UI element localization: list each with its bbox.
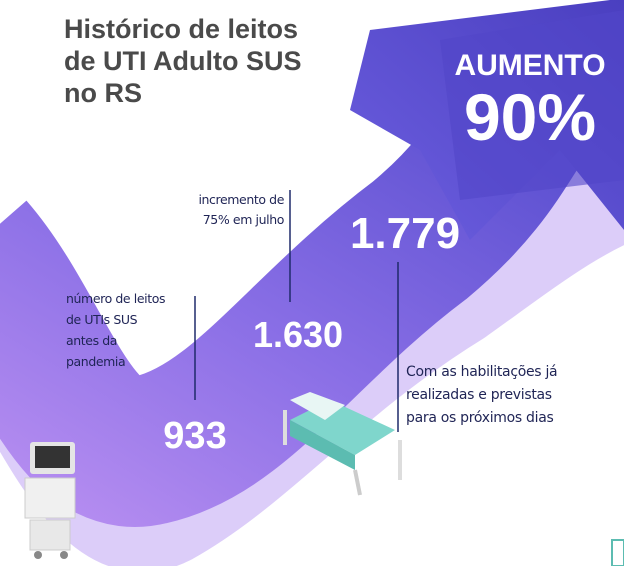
badge-value: 90% xyxy=(464,80,596,154)
note-line: antes da xyxy=(66,333,117,348)
note-line: para os próximos dias xyxy=(406,410,554,426)
title-line: no RS xyxy=(64,78,142,108)
note-line: número de leitos xyxy=(66,291,165,306)
monitor-icon xyxy=(25,442,75,559)
note-line: Com as habilitações já xyxy=(406,364,557,380)
note-line: incremento de xyxy=(198,192,284,207)
note-line: de UTIs SUS xyxy=(66,312,138,327)
title: Histórico de leitos de UTI Adulto SUS no… xyxy=(64,14,302,108)
milestone-value: 1.630 xyxy=(253,314,343,355)
title-line: Histórico de leitos xyxy=(64,14,298,44)
title-line: de UTI Adulto SUS xyxy=(64,46,302,76)
note-line: pandemia xyxy=(66,354,125,369)
note-line: 75% em julho xyxy=(203,212,284,227)
milestone-value: 933 xyxy=(163,415,226,457)
badge-label: AUMENTO xyxy=(454,49,605,82)
milestone-value: 1.779 xyxy=(350,209,460,258)
note-line: realizadas e previstas xyxy=(406,387,552,403)
corner-mark xyxy=(612,540,624,566)
infographic: Histórico de leitos de UTI Adulto SUS no… xyxy=(0,0,624,566)
